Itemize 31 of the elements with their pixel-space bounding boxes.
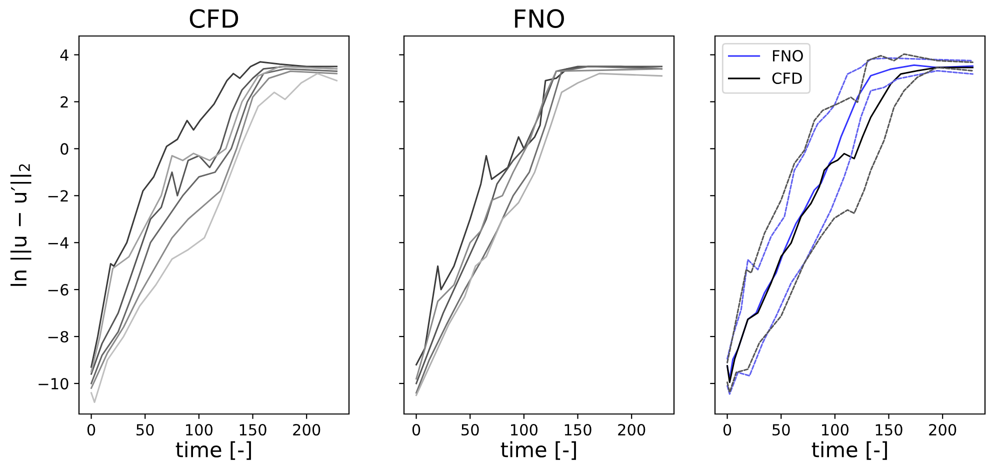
x-tick-label: 150 — [876, 424, 902, 436]
x-axis-title: time [-] — [500, 441, 576, 460]
y-tick-label: −4 — [48, 237, 68, 248]
x-tick-label: 50 — [136, 424, 154, 436]
x-axis-title: time [-] — [176, 441, 251, 460]
x-tick-label: 200 — [929, 424, 956, 436]
chart-title: CFD — [190, 9, 238, 28]
x-tick-label: 200 — [618, 424, 646, 436]
y-tick-label: 4 — [60, 49, 68, 61]
y-tick-label: −6 — [48, 284, 68, 296]
x-tick-label: 100 — [186, 424, 212, 436]
y-tick-label: 0 — [60, 143, 68, 155]
x-tick-label: 0 — [87, 424, 96, 436]
x-tick-label: 150 — [240, 424, 266, 436]
y-axis-title: ln ||u − u′||$_{2}$ — [10, 164, 32, 286]
y-tick-label: −8 — [48, 330, 68, 343]
x-tick-label: 100 — [822, 424, 848, 436]
y-tick-label: 2 — [60, 96, 68, 108]
x-tick-label: 50 — [462, 424, 479, 436]
chart-title: FNO — [515, 9, 564, 28]
x-tick-label: 0 — [723, 424, 732, 436]
x-axis-title: time [-] — [812, 441, 887, 460]
x-tick-label: 50 — [772, 424, 790, 436]
legend-label: FNO — [773, 50, 803, 62]
x-tick-label: 100 — [511, 424, 538, 436]
legend-label: CFD — [772, 72, 802, 84]
x-tick-label: 150 — [564, 424, 592, 436]
y-tick-label: −2 — [48, 190, 68, 202]
x-tick-label: 0 — [412, 424, 420, 436]
x-tick-label: 200 — [293, 424, 320, 436]
y-tick-label: −10 — [38, 378, 68, 390]
